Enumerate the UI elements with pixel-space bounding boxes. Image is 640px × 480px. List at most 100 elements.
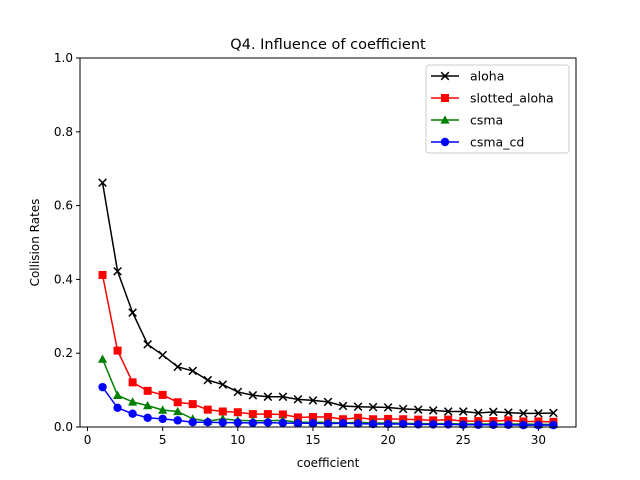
data-point bbox=[263, 418, 273, 427]
legend-marker bbox=[441, 94, 449, 102]
data-point bbox=[519, 420, 528, 430]
data-point bbox=[338, 419, 348, 428]
data-point bbox=[143, 400, 153, 410]
data-point bbox=[504, 408, 513, 417]
series-aloha bbox=[98, 178, 558, 418]
data-point bbox=[323, 397, 333, 407]
data-point bbox=[353, 402, 363, 412]
data-point bbox=[534, 409, 543, 418]
y-tick-label: 0.4 bbox=[54, 272, 73, 286]
legend-label: csma_cd bbox=[470, 135, 524, 150]
data-point bbox=[113, 266, 122, 276]
data-point bbox=[98, 382, 107, 392]
data-point bbox=[233, 418, 243, 427]
y-tick-label: 0.8 bbox=[54, 125, 73, 139]
data-point bbox=[474, 420, 483, 429]
data-point bbox=[473, 408, 483, 418]
data-point bbox=[398, 419, 408, 429]
data-point bbox=[158, 390, 167, 399]
data-point bbox=[143, 340, 152, 349]
data-point bbox=[188, 400, 197, 409]
data-point bbox=[278, 418, 288, 428]
legend-entry: slotted_aloha bbox=[431, 91, 554, 106]
data-point bbox=[324, 413, 332, 422]
ticks-layer: 0 5 10 15 20 25 30 0.0 0.2 0.4 0.6 0.8 1.0 bbox=[54, 51, 546, 447]
data-point bbox=[308, 413, 317, 422]
data-point bbox=[489, 420, 498, 429]
x-axis-label: coefficient bbox=[297, 456, 360, 470]
data-point bbox=[248, 410, 257, 419]
data-point bbox=[203, 405, 212, 414]
x-tick-label: 15 bbox=[305, 433, 320, 447]
series-layer bbox=[97, 178, 559, 430]
y-axis-label: Collision Rates bbox=[28, 199, 42, 287]
y-tick-label: 0.2 bbox=[54, 346, 73, 360]
data-point bbox=[158, 414, 167, 424]
data-point bbox=[489, 407, 498, 417]
data-point bbox=[413, 405, 423, 414]
data-point bbox=[97, 354, 108, 363]
legend-marker bbox=[440, 115, 450, 124]
data-point bbox=[504, 420, 513, 429]
data-point bbox=[549, 420, 558, 430]
data-point bbox=[173, 398, 182, 407]
data-point bbox=[173, 406, 183, 416]
x-tick-label: 0 bbox=[84, 433, 92, 447]
data-point bbox=[113, 403, 122, 413]
data-point bbox=[368, 419, 378, 429]
data-point bbox=[398, 404, 408, 414]
series-csma-cd bbox=[98, 382, 558, 430]
legend-label: csma bbox=[470, 113, 503, 128]
data-point bbox=[293, 419, 303, 428]
x-tick-label: 20 bbox=[380, 433, 395, 447]
data-point bbox=[112, 390, 123, 399]
data-point bbox=[158, 350, 167, 360]
data-point bbox=[128, 409, 137, 418]
data-point bbox=[293, 413, 302, 422]
y-tick-label: 0.0 bbox=[54, 420, 73, 434]
legend-marker bbox=[440, 137, 450, 147]
data-point bbox=[383, 403, 393, 412]
legend-entry: csma bbox=[431, 113, 503, 128]
data-point bbox=[293, 394, 303, 404]
x-tick-label: 30 bbox=[531, 433, 546, 447]
series-line bbox=[101, 274, 554, 423]
chart-title: Q4. Influence of coefficient bbox=[230, 37, 426, 53]
data-point bbox=[203, 418, 212, 427]
data-point bbox=[233, 387, 243, 397]
data-point bbox=[443, 407, 453, 416]
data-point bbox=[338, 401, 348, 411]
legend-entry: csma_cd bbox=[431, 135, 524, 150]
data-point bbox=[368, 402, 378, 412]
data-point bbox=[534, 420, 543, 430]
legend-marker bbox=[440, 71, 450, 81]
data-point bbox=[143, 386, 152, 395]
legend-box bbox=[425, 64, 570, 154]
data-point bbox=[143, 413, 152, 422]
data-point bbox=[188, 418, 197, 427]
data-point bbox=[248, 390, 258, 400]
data-point bbox=[218, 407, 227, 416]
data-point bbox=[519, 409, 528, 418]
data-point bbox=[218, 418, 227, 427]
legend-entry: aloha bbox=[431, 69, 504, 84]
data-point bbox=[263, 410, 272, 419]
data-point bbox=[158, 405, 168, 414]
data-point bbox=[128, 378, 137, 387]
x-tick-label: 5 bbox=[159, 433, 167, 447]
data-point bbox=[128, 397, 138, 406]
plot-frame bbox=[79, 57, 577, 428]
series-line bbox=[101, 182, 554, 415]
data-point bbox=[323, 419, 333, 428]
legend-label: aloha bbox=[470, 69, 504, 84]
data-point bbox=[549, 408, 558, 418]
data-point bbox=[203, 375, 213, 385]
data-point bbox=[428, 406, 438, 415]
data-point bbox=[98, 178, 107, 188]
data-point bbox=[308, 396, 318, 405]
x-tick-label: 10 bbox=[230, 433, 245, 447]
data-point bbox=[128, 308, 137, 317]
y-tick-label: 1.0 bbox=[54, 51, 73, 65]
